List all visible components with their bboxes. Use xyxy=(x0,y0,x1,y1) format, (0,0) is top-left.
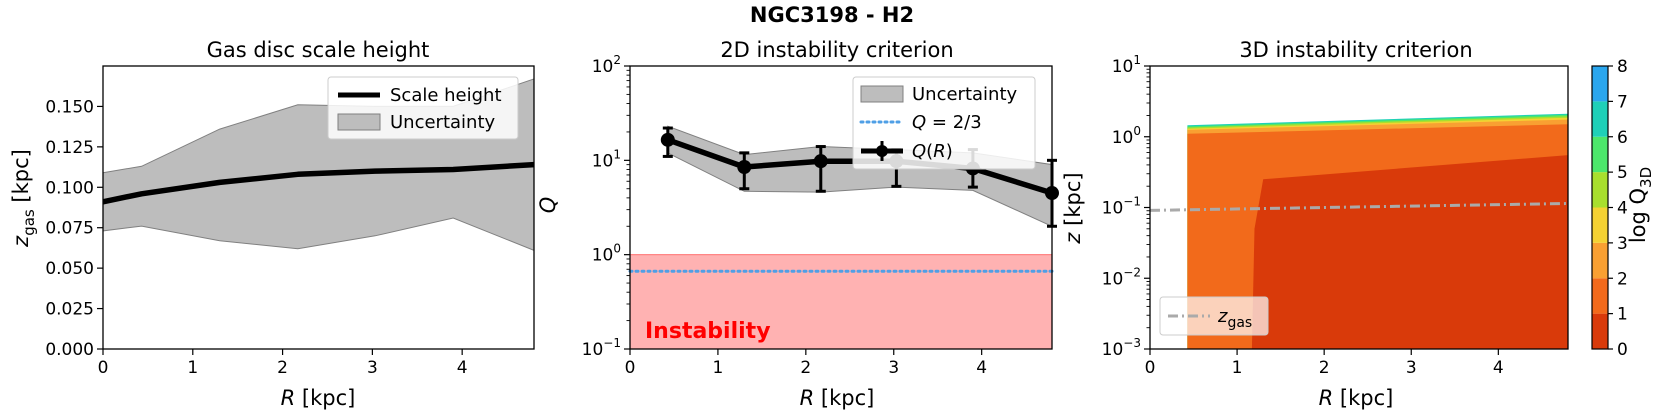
panel2-ytick-label: 102 xyxy=(592,53,621,77)
panel-3d-instability: 3D instability criterion 0 1 2 3 410−310−210… xyxy=(1061,38,1655,410)
colorbar-tick-label: 2 xyxy=(1617,269,1628,289)
panel1-xtick-label: 4 xyxy=(457,358,468,378)
panel2-xtick-label: 2 xyxy=(800,358,811,378)
panel3-xlabel: R [kpc] xyxy=(1319,386,1394,410)
panel2-xlabel: R [kpc] xyxy=(800,386,875,410)
panel3-xtick-label: 4 xyxy=(1493,358,1504,378)
panel2-xtick-label: 4 xyxy=(976,358,987,378)
panel2-legend: Uncertainty Q = 2/3 Q(R) xyxy=(852,76,1036,170)
panel3-ytick-label: 100 xyxy=(1112,124,1141,148)
legend-uncertainty-label: Uncertainty xyxy=(390,112,496,133)
panel2-xtick-label: 3 xyxy=(888,358,899,378)
panel1-xtick-label: 1 xyxy=(187,358,198,378)
legend-q-label: Q(R) xyxy=(912,141,953,162)
panel1-xtick-label: 2 xyxy=(277,358,288,378)
panel3-ylabel: z [kpc] xyxy=(1061,172,1085,244)
colorbar-segment xyxy=(1592,172,1608,208)
panel3-ytick-label: 101 xyxy=(1112,53,1141,77)
colorbar-tick-label: 4 xyxy=(1617,199,1628,219)
panel3-legend: zgas xyxy=(1159,296,1269,336)
instability-annotation: Instability xyxy=(645,319,771,344)
q-point xyxy=(813,154,828,169)
panel3-xtick-label: 3 xyxy=(1406,358,1417,378)
contour-level-0-1 xyxy=(1251,155,1568,349)
q-point xyxy=(660,132,675,147)
panel3-xtick-label: 2 xyxy=(1319,358,1330,378)
panel1-title: Gas disc scale height xyxy=(207,38,430,62)
panel1-xtick-label: 0 xyxy=(98,358,109,378)
panel1-ylabel: zgas [kpc] xyxy=(9,149,38,248)
panel2-ytick-label: 10−1 xyxy=(582,336,621,360)
panel2-ylabel: Q xyxy=(536,197,560,214)
panel3-ytick-label: 10−1 xyxy=(1102,195,1141,219)
panel1-ytick-label: 0.100 xyxy=(45,178,94,198)
panel1-ytick-label: 0.025 xyxy=(45,300,94,320)
panel1-ytick-label: 0.000 xyxy=(45,340,94,360)
panel1-ytick-label: 0.050 xyxy=(45,259,94,279)
colorbar-segment xyxy=(1592,66,1608,102)
panel2-title: 2D instability criterion xyxy=(720,38,953,62)
colorbar-segment xyxy=(1592,313,1608,349)
scale-height-line xyxy=(102,161,535,205)
panel2-xtick-label: 0 xyxy=(625,358,636,378)
colorbar-segment xyxy=(1592,136,1608,173)
panel1-ytick-label: 0.075 xyxy=(45,219,94,239)
panel-2d-instability: 2D instability criterion 0 1 2 3 4 10−1 100 101… xyxy=(536,38,1059,410)
figure-title: NGC3198 - H2 xyxy=(750,3,914,27)
colorbar-tick-label: 5 xyxy=(1617,163,1628,183)
legend-zgas-label: zgas xyxy=(1217,306,1252,331)
colorbar-segment xyxy=(1592,207,1608,243)
panel3-ytick-label: 10−3 xyxy=(1102,336,1141,360)
colorbar-tick-label: 1 xyxy=(1617,305,1628,325)
legend-threshold-label: Q = 2/3 xyxy=(912,112,982,133)
panel2-xtick-label: 1 xyxy=(713,358,724,378)
panel1-legend: Scale height Uncertainty xyxy=(327,76,519,140)
colorbar-segment xyxy=(1592,278,1608,314)
panel1-ytick-label: 0.125 xyxy=(45,138,94,158)
colorbar-segment xyxy=(1592,101,1608,137)
colorbar-tick-label: 0 xyxy=(1617,340,1628,360)
legend-scale-height-label: Scale height xyxy=(390,85,502,106)
panel3-ytick-label: 10−2 xyxy=(1102,265,1141,289)
panel2-frame xyxy=(629,65,1053,350)
panel1-xlabel: R [kpc] xyxy=(281,386,356,410)
panel-scale-height: Gas disc scale height 0 1 2 3 4 0.000 0.025 0.0… xyxy=(9,38,535,410)
panel2-ytick-label: 101 xyxy=(592,147,621,171)
legend-uncertainty-label-2: Uncertainty xyxy=(912,84,1018,105)
panel2-plot-area: 0 1 2 3 4 10−1 100 101 102 xyxy=(582,53,1059,378)
colorbar-tick-label: 3 xyxy=(1617,234,1628,254)
panel3-plot-area: 0 1 2 3 4 10−3 10−2 10−1 100 101 xyxy=(1102,53,1569,378)
panel1-ytick-label: 0.150 xyxy=(45,97,94,117)
panel2-ytick-label: 100 xyxy=(592,242,621,266)
colorbar-tick-label: 8 xyxy=(1617,57,1628,77)
colorbar-tick-label: 6 xyxy=(1617,128,1628,148)
panel3-title: 3D instability criterion xyxy=(1239,38,1472,62)
panel1-xtick-label: 3 xyxy=(367,358,378,378)
colorbar-segment xyxy=(1592,242,1608,279)
q-point xyxy=(737,159,752,174)
colorbar-tick-label: 7 xyxy=(1617,92,1628,112)
colorbar-label: log Q3D xyxy=(1626,167,1655,243)
panel1-frame xyxy=(102,65,535,350)
legend-uncertainty-swatch-2 xyxy=(860,85,904,103)
zgas-line xyxy=(1149,202,1569,212)
legend-uncertainty-swatch xyxy=(337,113,381,131)
colorbar: 0 1 2 3 4 5 6 7 8 xyxy=(1591,57,1628,360)
panel3-xtick-label: 0 xyxy=(1145,358,1156,378)
panel3-xtick-label: 1 xyxy=(1232,358,1243,378)
